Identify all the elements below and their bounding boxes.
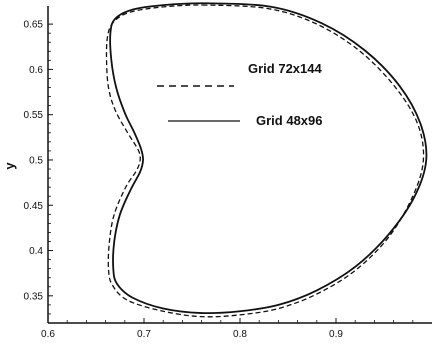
y-tick-label: 0.65 <box>24 20 44 31</box>
y-tick-label: 0.6 <box>29 65 43 76</box>
x-tick-label: 0.9 <box>329 329 343 340</box>
series-line-solid <box>109 2 428 315</box>
y-tick-label: 0.4 <box>29 246 43 257</box>
chart-axes <box>47 6 432 324</box>
x-tick-label: 0.6 <box>41 329 55 340</box>
chart-ticks: 0.6 0.7 0.8 0.9 0.35 0.4 0.45 0.5 0.55 0.6 0.65 <box>24 20 414 340</box>
x-tick-label: 0.8 <box>233 329 247 340</box>
y-tick-label: 0.45 <box>24 201 44 212</box>
x-tick-label: 0.7 <box>137 329 151 340</box>
y-tick-label: 0.5 <box>29 155 43 166</box>
legend-label: Grid 72x144 <box>248 61 322 76</box>
y-tick-label: 0.55 <box>24 110 44 121</box>
chart-series <box>105 2 428 318</box>
y-axis-title: y <box>2 162 17 170</box>
y-tick-label: 0.35 <box>24 291 44 302</box>
chart-legend: Grid 72x144 Grid 48x96 <box>157 61 323 128</box>
legend-label: Grid 48x96 <box>256 113 323 128</box>
series-line-dashed <box>105 4 425 318</box>
